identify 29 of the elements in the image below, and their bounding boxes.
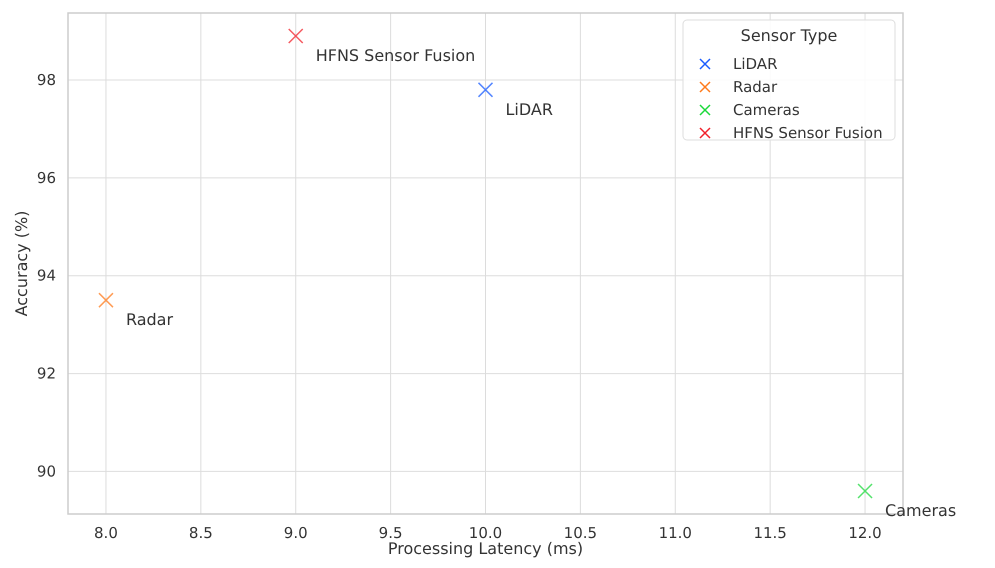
text: Cameras (885, 501, 956, 520)
y-axis-title: Accuracy (%) (12, 210, 31, 316)
legend-label: Radar (733, 78, 778, 96)
text: HFNS Sensor Fusion (316, 46, 476, 65)
x-tick-label: 11.5 (753, 524, 787, 542)
legend-label: HFNS Sensor Fusion (733, 124, 883, 142)
legend-label: Cameras (733, 101, 800, 119)
x-tick-label: 11.0 (658, 524, 692, 542)
y-tick-label: 94 (36, 266, 56, 285)
x-tick-label: 8.0 (94, 524, 118, 542)
legend-title: Sensor Type (740, 26, 838, 45)
y-tick-label: 92 (36, 364, 56, 383)
x-tick-label: 10.0 (468, 524, 502, 542)
y-tick-label: 90 (36, 462, 56, 480)
x-tick-label: 10.5 (564, 524, 598, 542)
x-tick-label: 9.5 (378, 524, 403, 542)
point (288, 28, 304, 44)
x-tick-label: 12.0 (848, 524, 882, 542)
point (857, 483, 873, 499)
x-tick-label: 8.5 (188, 524, 213, 542)
point (98, 292, 114, 308)
y-tick-label: 98 (36, 71, 56, 90)
y-tick-label: 96 (36, 168, 56, 187)
x-tick-label: 9.0 (284, 524, 308, 542)
text: Radar (126, 310, 174, 330)
text: LiDAR (506, 100, 553, 119)
x-axis-title: Processing Latency (ms) (388, 539, 584, 558)
legend-label: LiDAR (733, 55, 778, 73)
point (478, 82, 494, 98)
